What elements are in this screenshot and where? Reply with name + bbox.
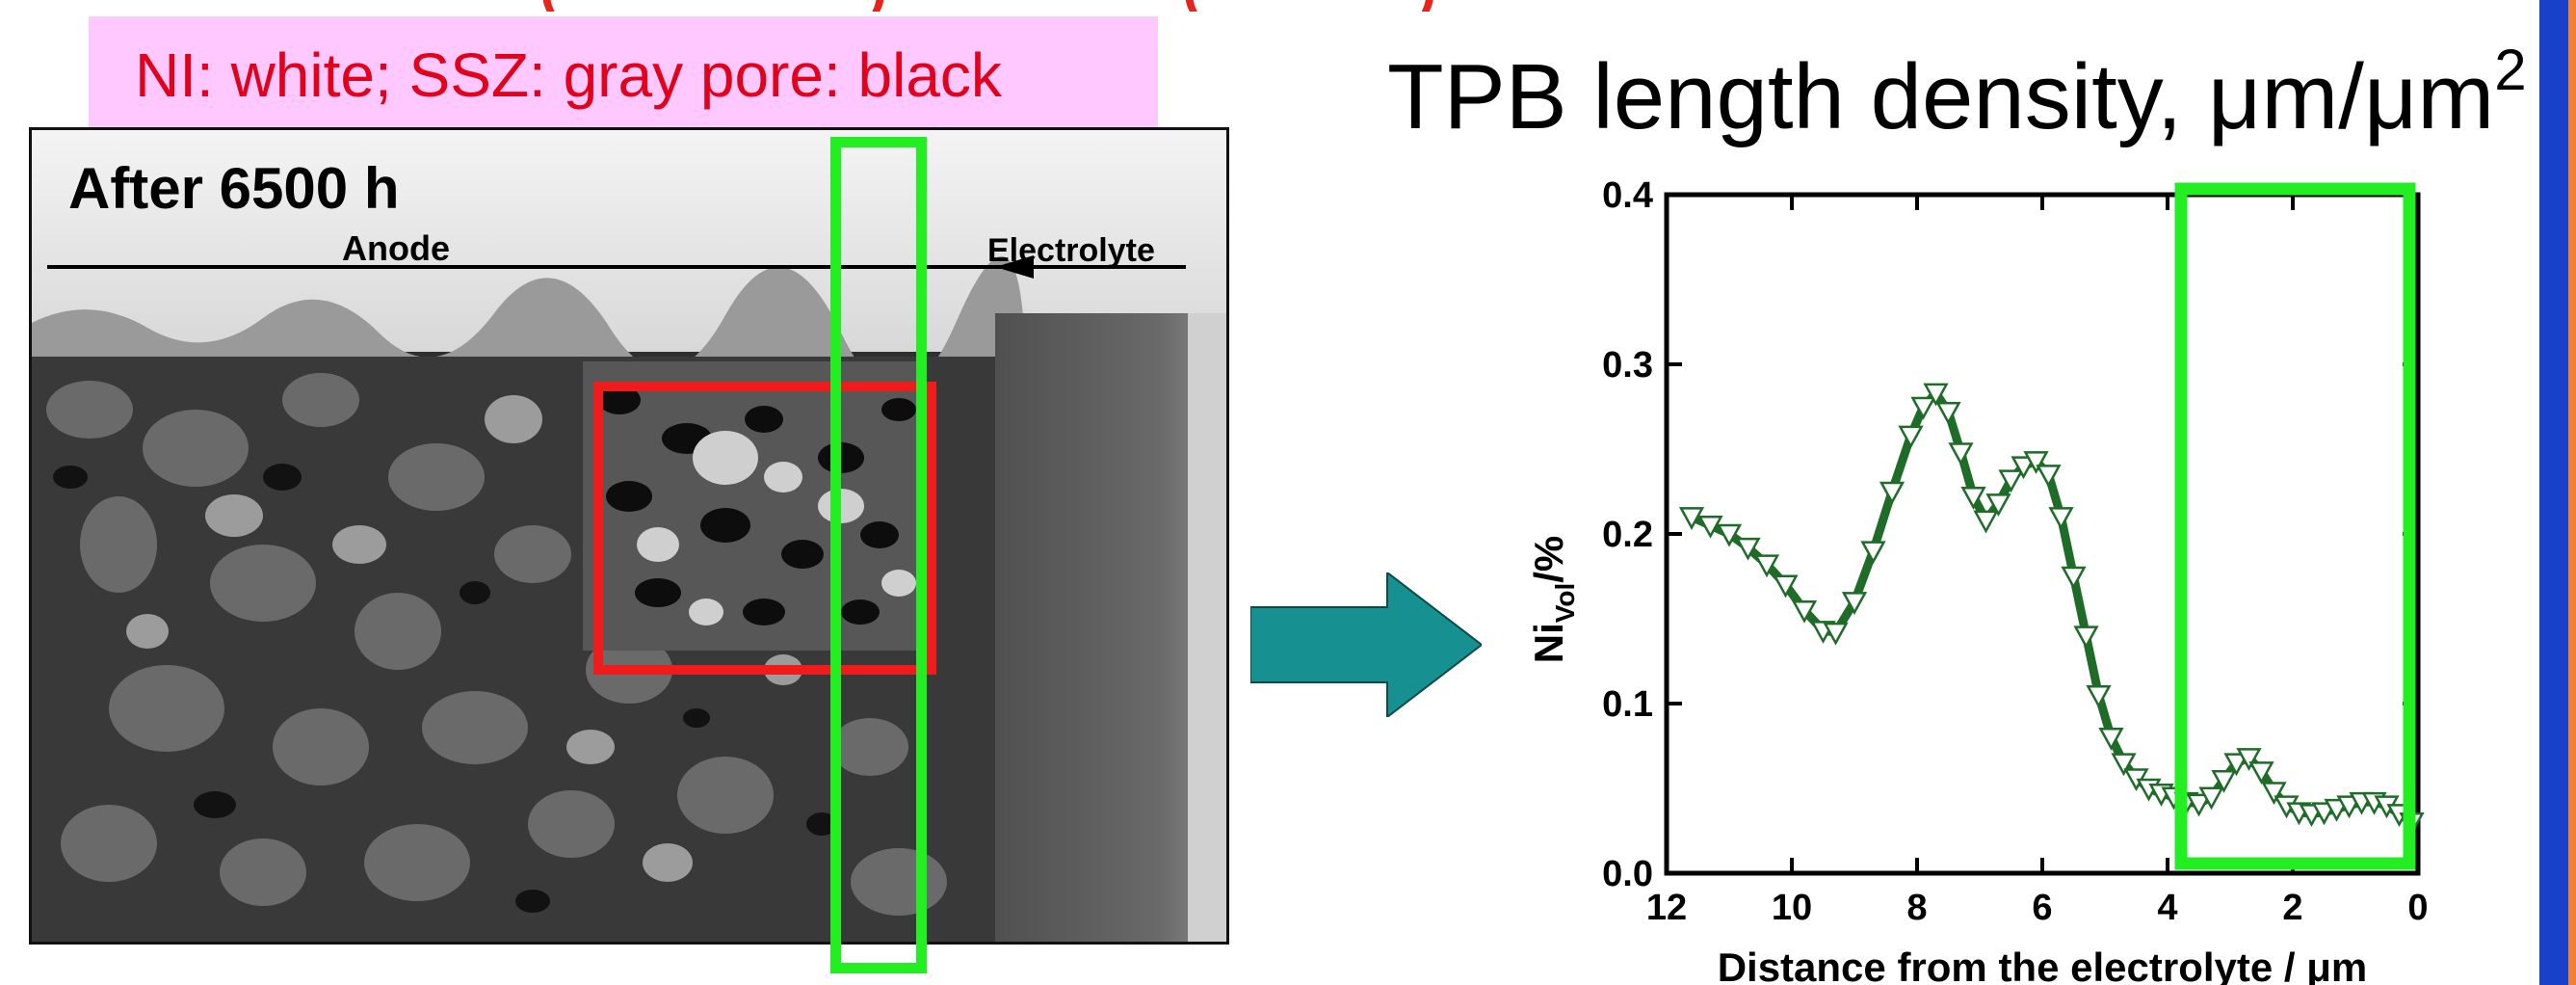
tpb-density-title-superscript: 2	[2494, 38, 2527, 102]
data-point-marker	[1879, 481, 1906, 505]
x-tick-label: 0	[2407, 888, 2428, 928]
data-point-marker	[2248, 761, 2274, 785]
y-tick-label: 0.2	[1602, 515, 1653, 555]
x-tick-label: 6	[2032, 888, 2052, 928]
green-highlight-strip	[830, 137, 927, 973]
x-axis-label: Distance from the electrolyte / μm	[1718, 945, 2368, 985]
data-point-marker	[2036, 465, 2062, 488]
data-point-marker	[1998, 469, 2024, 493]
data-point-marker	[1935, 402, 1961, 425]
data-point-marker	[2011, 456, 2037, 480]
y-tick-label: 0.3	[1602, 345, 1653, 386]
data-point-marker	[2073, 626, 2099, 650]
data-point-marker	[2061, 566, 2087, 590]
data-point-marker	[2086, 684, 2112, 708]
x-axis-ticks: 12 10 8 6 4 2 0	[1646, 195, 2429, 928]
data-point-marker	[2223, 753, 2249, 777]
data-point-marker	[1898, 425, 1924, 449]
red-highlight-box	[593, 382, 936, 675]
legend-caption-box: NI: white; SSZ: gray pore: black	[89, 16, 1158, 132]
data-point-marker	[2098, 727, 2124, 751]
right-arrow-icon	[1250, 572, 1482, 717]
data-point-marker	[1860, 541, 1886, 565]
y-axis-label-sub: Vol	[1550, 583, 1580, 623]
x-tick-label: 2	[2282, 888, 2302, 928]
top-title-cut: ( ) ( )	[539, 0, 2042, 12]
y-axis-label: NiVol/%	[1526, 536, 1580, 664]
tpb-density-title: TPB length density, μm/μm2	[1387, 41, 2527, 150]
y-tick-label: 0.4	[1602, 175, 1653, 216]
data-point-marker	[1960, 487, 1986, 510]
x-tick-label: 12	[1646, 888, 1687, 928]
micrograph-image	[32, 130, 1226, 942]
y-tick-label: 0.0	[1602, 854, 1653, 894]
x-tick-label: 4	[2157, 888, 2177, 928]
data-point-marker	[1735, 537, 1761, 561]
data-point-marker	[2261, 782, 2287, 806]
data-point-marker	[2211, 769, 2237, 793]
electrolyte-label: Electrolyte	[987, 232, 1155, 269]
sem-micrograph: After 6500 h Anode Electrolyte	[29, 127, 1229, 945]
data-point-marker	[1973, 510, 1999, 534]
data-point-marker	[1985, 493, 2011, 517]
slide-right-edge-bar	[2539, 0, 2576, 985]
data-point-marker	[1773, 574, 1799, 599]
data-point-marker	[1841, 592, 1868, 615]
data-point-marker	[1910, 396, 1936, 420]
data-point-marker	[2111, 753, 2137, 777]
ni-vol-line-chart: 0.0 0.1 0.2 0.3 0.4 12 10 8 6 4 2 0 NiVol/% Distan…	[1526, 175, 2429, 985]
data-point-marker	[1716, 523, 1743, 547]
data-point-marker	[1753, 554, 1780, 578]
data-point-marker	[2023, 451, 2049, 474]
tpb-density-title-text: TPB length density, μm/μm	[1387, 45, 2495, 148]
data-point-marker	[2186, 793, 2212, 817]
data-point-marker	[1948, 442, 1974, 466]
data-point-marker	[1697, 515, 1723, 539]
data-point-marker	[1823, 622, 1849, 646]
series-markers	[1678, 383, 2425, 836]
data-point-marker	[2048, 507, 2074, 530]
data-point-marker	[1791, 599, 1818, 624]
y-tick-label: 0.1	[1602, 684, 1653, 725]
y-axis-label-main: Ni	[1526, 623, 1571, 663]
data-point-marker	[1923, 383, 1949, 407]
after-6500h-label: After 6500 h	[68, 156, 400, 221]
green-highlight-box	[2174, 182, 2416, 870]
anode-label: Anode	[342, 228, 450, 268]
x-tick-label: 8	[1906, 888, 1927, 928]
plot-frame	[1664, 192, 2421, 876]
data-point-marker	[2198, 786, 2224, 811]
x-tick-label: 10	[1772, 888, 1812, 928]
data-point-marker	[2236, 748, 2262, 771]
y-axis-label-suffix: /%	[1526, 536, 1571, 583]
data-point-marker	[1678, 507, 1705, 530]
legend-caption-text: NI: white; SSZ: gray pore: black	[135, 40, 1002, 110]
